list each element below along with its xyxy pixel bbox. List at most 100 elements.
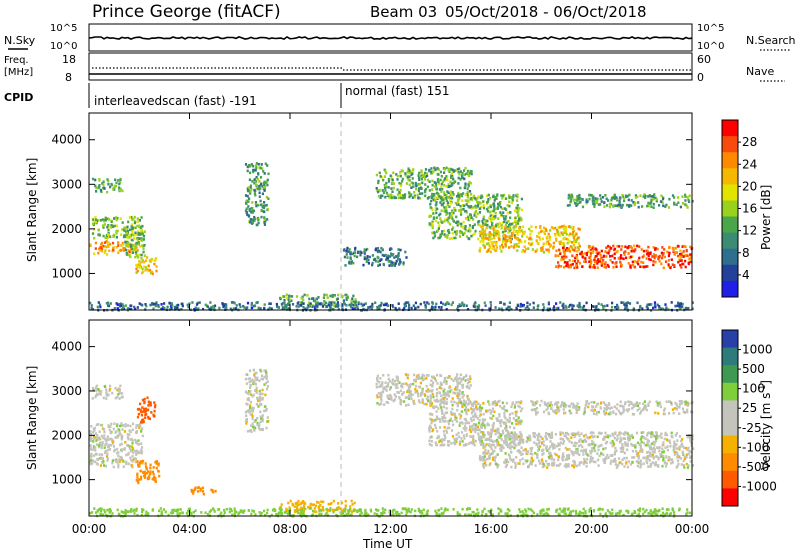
velocity-cell (466, 382, 470, 385)
velocity-cell (513, 406, 516, 409)
power-cell (322, 296, 325, 299)
power-cell (599, 197, 602, 200)
power-cell (680, 266, 683, 269)
power-cell (566, 204, 569, 207)
velocity-cell (562, 439, 566, 443)
velocity-cell (245, 414, 248, 417)
velocity-cell (592, 441, 595, 445)
velocity-cell (477, 432, 480, 435)
power-cell (266, 183, 269, 187)
velocity-cell (593, 435, 596, 438)
power-cell (509, 240, 512, 244)
power-cell (539, 238, 542, 241)
power-cell (408, 191, 411, 195)
velocity-cell (102, 436, 105, 440)
velocity-cell (376, 374, 379, 378)
velocity-cell (519, 419, 522, 422)
power-cell (248, 208, 251, 211)
velocity-cell (454, 377, 457, 380)
velocity-cell (496, 427, 500, 431)
power-cell (558, 240, 561, 244)
power-cell (103, 187, 106, 190)
velocity-cell (406, 396, 409, 399)
power-cell (687, 198, 690, 202)
power-cell (116, 307, 119, 310)
power-cell (473, 305, 476, 308)
power-cell (323, 303, 326, 306)
power-cell (308, 297, 311, 301)
velocity-cell (111, 461, 114, 465)
velocity-cell (657, 456, 660, 459)
velocity-cell (496, 431, 499, 434)
velocity-cell (432, 395, 435, 399)
power-cell (520, 197, 523, 201)
velocity-cell (152, 473, 155, 476)
power-cell (403, 302, 406, 306)
power-cell (466, 200, 469, 203)
power-cell (250, 210, 253, 214)
power-cell (291, 303, 295, 306)
velocity-cell (95, 462, 98, 465)
power-cell (511, 197, 514, 201)
power-cell (590, 194, 593, 197)
velocity-cell (257, 424, 261, 427)
power-cell (268, 302, 271, 305)
velocity-cell (689, 437, 692, 440)
power-cell (260, 215, 263, 219)
velocity-cell (600, 452, 603, 456)
velocity-cell (399, 402, 402, 406)
power-cell (251, 201, 254, 204)
velocity-cell (145, 413, 148, 416)
velocity-cell (375, 382, 378, 386)
power-cell (653, 255, 656, 258)
power-cell (448, 231, 451, 234)
power-cell (434, 208, 437, 212)
power-cell (576, 199, 579, 202)
power-cell (388, 195, 392, 198)
power-cell (591, 251, 595, 255)
velocity-cell (491, 401, 494, 404)
velocity-cell (431, 392, 434, 396)
velocity-cell (96, 458, 99, 461)
velocity-cell (455, 433, 458, 437)
velocity-cell (144, 416, 147, 419)
power-cell (264, 181, 267, 185)
power-cell (548, 238, 551, 241)
power-cell (508, 204, 511, 208)
velocity-cell (409, 385, 412, 388)
power-cell (390, 262, 393, 266)
power-cell (314, 305, 317, 308)
velocity-cell (496, 453, 499, 456)
power-cell (383, 186, 387, 190)
power-cell (424, 190, 427, 194)
power-cell (513, 209, 517, 213)
velocity-cell (130, 445, 134, 448)
power-cell (488, 307, 491, 310)
velocity-cell (396, 386, 399, 389)
velocity-cell (300, 501, 303, 504)
power-cell (554, 234, 557, 237)
power-cell (249, 186, 252, 189)
velocity-cell (592, 460, 595, 464)
velocity-cell (412, 402, 415, 405)
power-cell (612, 244, 615, 248)
power-cell (259, 307, 262, 310)
power-cell (354, 251, 357, 254)
power-cell (488, 225, 491, 229)
power-cell (115, 218, 118, 222)
velocity-cell (260, 377, 263, 381)
velocity-cell (537, 435, 540, 439)
power-cell (137, 232, 140, 235)
velocity-cell (442, 420, 445, 423)
power-cell (514, 225, 517, 229)
power-cell (130, 223, 134, 226)
velocity-cell (134, 438, 137, 442)
velocity-cell (650, 463, 653, 467)
velocity-cell (635, 452, 638, 456)
velocity-cell (457, 378, 460, 381)
power-cell (523, 230, 526, 234)
power-cell (618, 201, 621, 204)
power-cell (633, 244, 636, 248)
power-cell (314, 308, 317, 311)
power-cell (104, 216, 107, 220)
